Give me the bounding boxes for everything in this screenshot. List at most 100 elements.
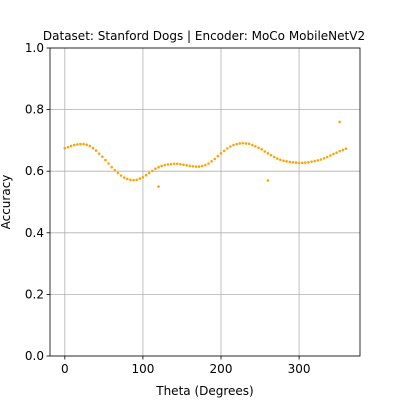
data-point: [219, 152, 223, 155]
plot-area-frame: [49, 47, 361, 357]
data-point: [166, 163, 170, 166]
data-point: [213, 157, 217, 161]
data-point: [126, 177, 129, 181]
data-point: [72, 143, 76, 147]
data-point: [188, 164, 192, 168]
data-point: [97, 152, 101, 155]
data-point: [297, 161, 301, 165]
data-point: [257, 146, 260, 150]
data-point: [338, 149, 341, 153]
data-point: [272, 155, 276, 159]
data-point: [194, 165, 198, 168]
data-point: [304, 161, 307, 164]
data-point: [119, 174, 123, 177]
data-point: [344, 147, 348, 151]
data-point: [341, 148, 345, 152]
chart-title: Dataset: Stanford Dogs | Encoder: MoCo M…: [43, 29, 365, 43]
data-point: [335, 151, 338, 155]
data-point: [319, 158, 323, 161]
data-point: [63, 146, 67, 150]
data-point: [79, 142, 82, 146]
data-point: [144, 173, 148, 177]
axis-ticks: 0 100 200 300 0.0 0.2 0.4 0.6 0.8 1.0: [25, 41, 311, 376]
data-point: [332, 152, 335, 156]
data-point: [216, 154, 220, 158]
data-point: [238, 142, 242, 145]
data-point: [269, 153, 273, 157]
data-point: [247, 142, 251, 146]
data-point: [179, 162, 182, 166]
data-point: [338, 120, 341, 124]
data-point: [88, 144, 92, 148]
x-tick-label: 100: [131, 362, 154, 376]
data-point: [132, 178, 135, 182]
data-point: [147, 171, 151, 175]
x-tick-label: 0: [61, 362, 69, 376]
data-point: [232, 143, 235, 147]
data-point: [66, 145, 70, 149]
data-point: [229, 145, 232, 148]
data-point: [91, 146, 95, 150]
x-tick-label: 300: [288, 362, 311, 376]
data-point: [94, 149, 98, 152]
data-point: [266, 152, 270, 155]
data-point: [150, 169, 154, 173]
data-point: [263, 150, 267, 153]
data-point: [135, 178, 138, 182]
data-point: [138, 177, 142, 180]
data-point: [329, 154, 332, 157]
data-point: [110, 165, 113, 169]
data-point: [254, 144, 257, 148]
y-tick-label: 1.0: [25, 41, 44, 55]
data-point: [285, 160, 288, 163]
data-point: [313, 159, 317, 163]
y-tick-label: 0.0: [25, 349, 44, 363]
data-point: [310, 160, 313, 163]
data-point: [104, 158, 107, 162]
y-tick-label: 0.2: [25, 287, 44, 301]
data-point: [200, 164, 204, 168]
data-point: [291, 160, 295, 164]
data-point: [116, 171, 120, 175]
data-point: [122, 176, 126, 179]
data-point: [157, 165, 160, 169]
data-point: [85, 143, 89, 147]
data-point: [266, 179, 270, 182]
data-point: [157, 185, 160, 188]
data-point: [185, 164, 188, 167]
data-point: [197, 165, 201, 168]
data-point: [288, 160, 292, 164]
data-point: [204, 163, 207, 167]
data-point: [225, 147, 229, 150]
data-point: [113, 168, 117, 172]
data-point: [172, 162, 176, 166]
data-point: [169, 162, 173, 166]
data-point: [175, 162, 179, 166]
data-point: [210, 160, 213, 163]
data-point: [160, 164, 163, 168]
data-point: [191, 164, 195, 168]
data-point: [322, 156, 326, 160]
data-points: [63, 120, 348, 188]
x-tick-label: 200: [210, 362, 233, 376]
data-point: [154, 167, 157, 171]
data-point: [300, 161, 304, 165]
data-point: [260, 148, 263, 151]
data-point: [325, 155, 329, 159]
data-point: [107, 162, 110, 165]
data-point: [307, 160, 310, 164]
y-tick-label: 0.4: [25, 226, 44, 240]
data-point: [244, 142, 248, 145]
data-point: [222, 149, 226, 153]
data-point: [141, 176, 145, 179]
data-point: [129, 178, 132, 182]
data-point: [279, 158, 282, 162]
data-point: [76, 143, 79, 146]
data-point: [235, 142, 238, 146]
data-point: [282, 159, 285, 163]
data-point: [316, 159, 320, 162]
data-point: [101, 155, 104, 159]
y-tick-label: 0.6: [25, 164, 44, 178]
